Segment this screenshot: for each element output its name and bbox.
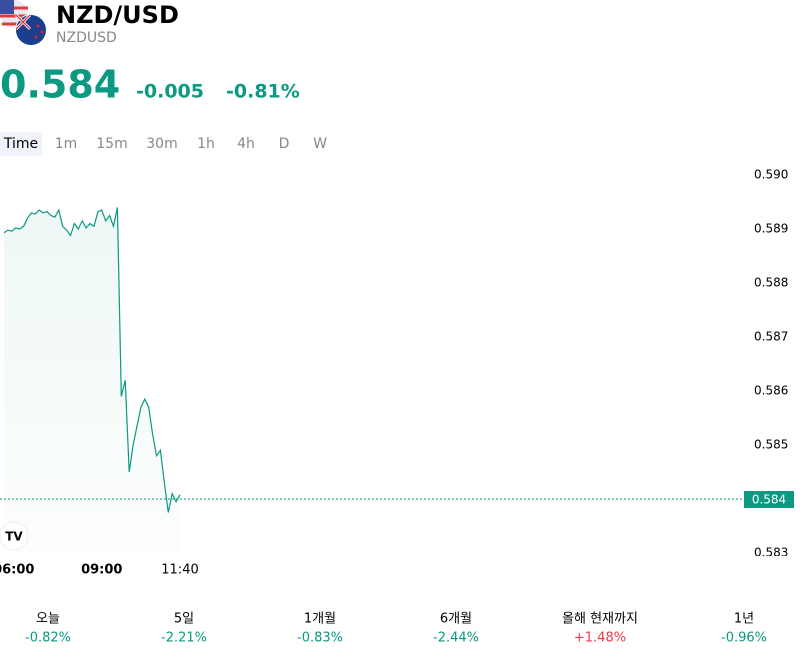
y-tick-label: 0.583: [754, 546, 788, 560]
last-price-box: [744, 491, 794, 508]
tab[interactable]: 1m: [55, 136, 78, 152]
svg-text:TV: TV: [5, 530, 23, 544]
x-tick-label: 09:00: [81, 563, 122, 578]
tv-logo: TV: [0, 521, 29, 551]
y-tick-label: 0.585: [754, 438, 788, 452]
flags: [0, 0, 47, 46]
tab[interactable]: W: [313, 136, 327, 152]
perf-label[interactable]: 올해 현재까지: [562, 612, 638, 627]
perf-label[interactable]: 5일: [174, 612, 194, 627]
perf-value[interactable]: -0.83%: [297, 631, 343, 646]
price-line: [3, 207, 181, 513]
change: -0.005: [136, 81, 204, 103]
last-price-label: 0.584: [752, 493, 786, 507]
change-pct: -0.81%: [226, 81, 300, 103]
tab[interactable]: Time: [3, 136, 38, 152]
x-tick-label: 11:40: [161, 563, 198, 578]
perf-label[interactable]: 1개월: [304, 612, 336, 627]
perf-value[interactable]: -0.82%: [25, 631, 71, 646]
y-tick-label: 0.590: [754, 168, 788, 182]
tab[interactable]: 30m: [146, 136, 177, 152]
perf-value[interactable]: -2.21%: [161, 631, 207, 646]
symbol-subtitle: NZDUSD: [56, 30, 117, 46]
perf-value[interactable]: -0.96%: [721, 631, 767, 646]
symbol-title: NZD/USD: [56, 1, 179, 29]
y-tick-label: 0.587: [754, 330, 788, 344]
y-tick-label: 0.586: [754, 384, 788, 398]
tab[interactable]: D: [279, 136, 290, 152]
x-tick-label: 06:00: [0, 563, 34, 578]
tab-active-bg: [0, 132, 42, 156]
y-tick-label: 0.588: [754, 276, 788, 290]
perf-label[interactable]: 6개월: [440, 612, 472, 627]
price: 0.584: [0, 63, 120, 107]
perf-value[interactable]: -2.44%: [433, 631, 479, 646]
y-tick-label: 0.589: [754, 222, 788, 236]
tab[interactable]: 15m: [96, 136, 127, 152]
area: [4, 207, 180, 553]
perf-value[interactable]: +1.48%: [574, 631, 626, 646]
tab[interactable]: 4h: [237, 136, 255, 152]
perf-label[interactable]: 1년: [734, 612, 754, 627]
perf-label[interactable]: 오늘: [36, 612, 60, 627]
tab[interactable]: 1h: [197, 136, 215, 152]
